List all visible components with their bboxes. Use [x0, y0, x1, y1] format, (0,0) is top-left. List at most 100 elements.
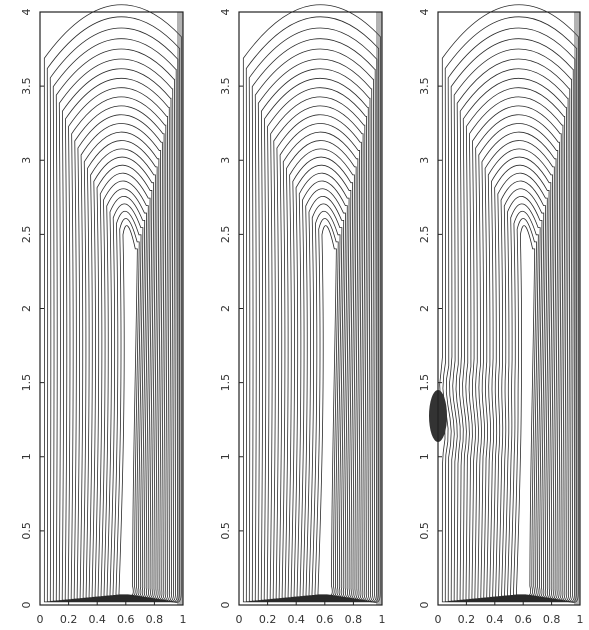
x-tick-label: 0.6	[514, 613, 532, 626]
contour-line	[245, 16, 380, 603]
y-tick-label: 0.5	[418, 522, 431, 540]
contour-line	[43, 4, 182, 603]
contour-line	[52, 38, 177, 602]
contour-line	[46, 16, 181, 603]
contour-line	[61, 68, 172, 602]
x-tick-label: 0.4	[287, 613, 305, 626]
contour-line	[115, 218, 140, 597]
contour-line	[106, 195, 146, 597]
y-tick-label: 3	[20, 157, 33, 164]
contour-line	[73, 105, 165, 600]
contour-line	[465, 87, 566, 601]
contour-line	[82, 131, 160, 600]
contour-line	[263, 77, 369, 601]
y-tick-label: 4	[418, 9, 431, 16]
x-tick-label: 1	[577, 613, 584, 626]
x-tick-label: 0	[37, 613, 44, 626]
contour-line	[474, 114, 560, 600]
contour-line	[458, 68, 569, 602]
contour-line	[290, 156, 354, 599]
contour-line	[88, 148, 156, 599]
contour-line	[449, 38, 574, 602]
contour-line	[91, 156, 155, 599]
contour-line	[492, 164, 550, 599]
y-tick-label: 3.5	[418, 77, 431, 95]
contour-line	[64, 77, 170, 601]
contour-line	[439, 4, 579, 603]
x-tick-label: 0.8	[345, 613, 363, 626]
y-tick-label: 0	[20, 602, 33, 609]
x-tick-label: 0	[435, 613, 442, 626]
y-tick-label: 4	[219, 9, 232, 16]
contour-line	[293, 164, 352, 599]
y-tick-label: 0	[418, 602, 431, 609]
y-tick-label: 1.5	[20, 374, 33, 392]
contour-line	[468, 96, 564, 601]
contour-line	[260, 68, 371, 602]
contour-line	[462, 77, 567, 601]
x-tick-label: 0.4	[88, 613, 106, 626]
contour-line	[305, 195, 345, 597]
contour-line	[308, 203, 343, 597]
x-tick-label: 0.2	[259, 613, 277, 626]
contour-line	[76, 114, 163, 600]
contour-line	[314, 218, 339, 597]
contour-line	[513, 218, 537, 597]
contour-line	[452, 48, 572, 602]
contour-line	[248, 27, 378, 603]
y-tick-label: 2.5	[20, 226, 33, 244]
contour-line	[94, 164, 153, 599]
x-tick-label: 0.6	[316, 613, 334, 626]
y-tick-label: 1.5	[418, 374, 431, 392]
contour-line	[317, 225, 337, 596]
contour-line	[489, 156, 552, 599]
y-tick-label: 1	[418, 453, 431, 460]
contour-line	[266, 87, 367, 601]
y-tick-label: 1.5	[219, 374, 232, 392]
contour-line	[275, 114, 362, 600]
dense-wall-band	[574, 12, 580, 605]
contour-line	[49, 27, 179, 603]
contour-line	[67, 87, 168, 601]
contour-line	[70, 96, 167, 601]
contour-line	[480, 131, 557, 600]
contour-line	[510, 210, 539, 597]
contour-line	[483, 140, 555, 599]
y-tick-label: 4	[20, 9, 33, 16]
contour-line	[501, 188, 545, 598]
contour-line	[257, 58, 373, 602]
contour-line	[486, 148, 553, 599]
y-tick-label: 0.5	[20, 522, 33, 540]
contour-line	[287, 148, 355, 599]
contour-line	[269, 96, 366, 601]
contour-line	[112, 210, 142, 597]
contour-line	[100, 180, 149, 598]
x-tick-label: 1	[180, 613, 187, 626]
contour-line	[299, 180, 348, 598]
contour-line	[302, 188, 346, 598]
y-tick-label: 2	[418, 305, 431, 312]
contour-line	[507, 203, 541, 597]
x-tick-label: 0.8	[543, 613, 561, 626]
dense-wall-band	[376, 12, 382, 605]
y-tick-label: 2	[219, 305, 232, 312]
y-tick-label: 2.5	[219, 226, 232, 244]
contour-line	[55, 48, 175, 602]
y-tick-label: 2	[20, 305, 33, 312]
y-tick-label: 3.5	[219, 77, 232, 95]
contour-panel-left: 0 0.2 0.4 0.6 0.8 1 0 0.5 1 1.5 2 2.5 3 3.5 4	[20, 4, 187, 626]
contour-line	[278, 123, 361, 600]
x-tick-label: 0	[236, 613, 243, 626]
contour-line	[58, 58, 174, 602]
contour-line	[515, 225, 536, 596]
y-tick-label: 0.5	[219, 522, 232, 540]
x-tick-label: 0.2	[458, 613, 476, 626]
contour-line	[109, 203, 144, 597]
contour-panel-middle: 0 0.2 0.4 0.6 0.8 1 0 0.5 1 1.5 2 2.5 3 3.5 4	[219, 4, 386, 626]
contour-line	[85, 140, 158, 599]
x-tick-label: 0.6	[117, 613, 135, 626]
y-tick-label: 1	[219, 453, 232, 460]
contour-line	[118, 225, 138, 596]
dense-wall-band	[177, 12, 183, 605]
